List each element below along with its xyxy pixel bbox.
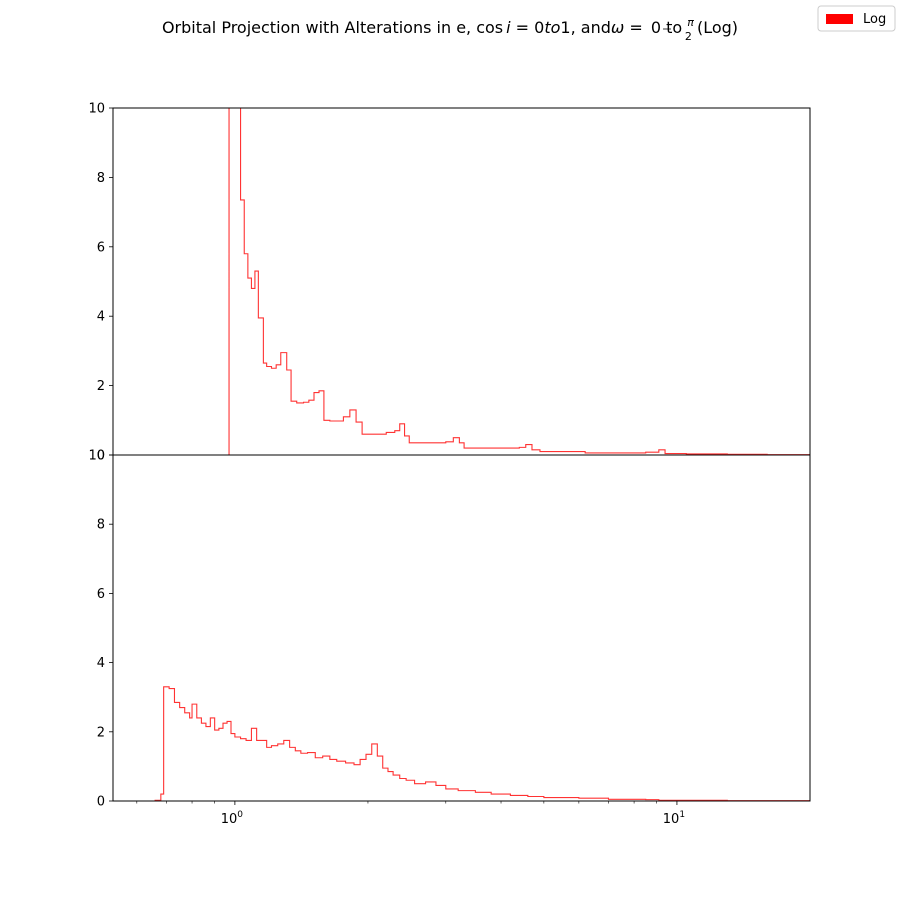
top-ytick-label-10: 10 xyxy=(88,102,105,117)
title-pi: π xyxy=(687,16,694,29)
bottom-ytick-label-10: 10 xyxy=(88,449,105,464)
legend-swatch xyxy=(826,14,853,24)
legend-frame xyxy=(817,5,896,32)
top-ytick-label-2: 2 xyxy=(97,379,105,394)
bottom-ytick-label-8: 8 xyxy=(97,518,105,533)
legend: Log xyxy=(817,5,896,32)
title-omega: ω xyxy=(611,18,624,37)
bottom-xtick-label-10: 101 xyxy=(663,810,685,827)
top-histogram-series xyxy=(113,108,810,455)
top-panel: 0 2 4 6 8 10 xyxy=(88,102,811,464)
title-i: i xyxy=(506,18,511,37)
title-cos: cos xyxy=(476,18,503,37)
bottom-panel: 0 2 4 6 8 10 100 101 xyxy=(88,449,811,827)
title-two: 2 xyxy=(685,30,692,43)
title-log: (Log) xyxy=(692,18,738,37)
legend-label: Log xyxy=(863,12,886,27)
bottom-ytick-label-6: 6 xyxy=(97,587,105,602)
title-pre: Orbital Projection with Alterations in e… xyxy=(162,18,476,37)
bottom-ytick-label-4: 4 xyxy=(97,656,105,671)
bottom-axes-frame xyxy=(112,454,811,802)
top-ytick-label-0: 0 xyxy=(97,449,105,464)
chart-title: Orbital Projection with Alterations in e… xyxy=(162,16,738,43)
bottom-ytick-label-2: 2 xyxy=(97,725,105,740)
title-zero: 0 xyxy=(651,18,661,37)
bottom-ytick-label-0: 0 xyxy=(97,795,105,810)
title-to: to xyxy=(661,18,687,37)
top-ytick-label-8: 8 xyxy=(97,171,105,186)
top-ytick-label-4: 4 xyxy=(97,310,105,325)
top-axes-frame xyxy=(112,107,811,456)
title-eq-zero: = xyxy=(624,18,648,37)
bottom-xtick-label-1: 100 xyxy=(221,810,244,827)
title-eq: = 0 xyxy=(511,18,545,37)
top-ytick-label-6: 6 xyxy=(97,240,105,255)
title-to-italic: to xyxy=(544,18,560,37)
title-one: 1, and xyxy=(560,18,610,37)
bottom-histogram-series xyxy=(113,686,810,801)
